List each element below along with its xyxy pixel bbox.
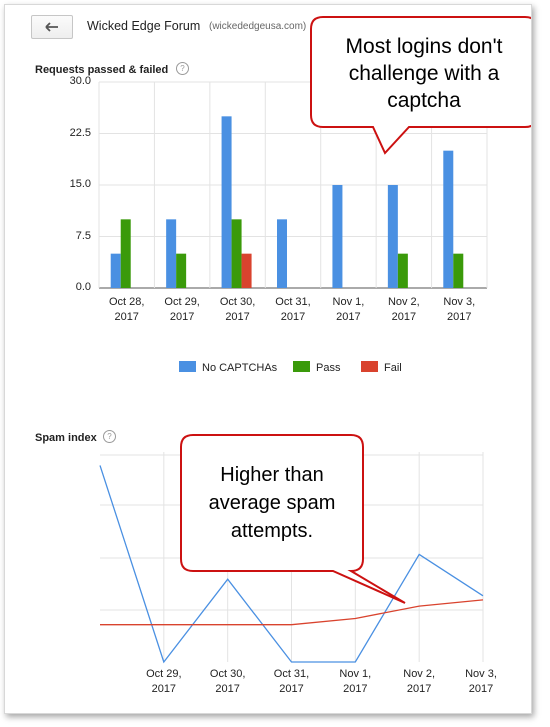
spam-chart-title: Spam index [35, 432, 97, 444]
bar-pass [397, 253, 408, 288]
legend-item-no-captchas: No CAPTCHAs [179, 361, 277, 374]
bar-no-captchas [332, 185, 343, 288]
site-domain: (wickededgeusa.com) [209, 21, 307, 32]
callout-bottom: Higher than average spam attempts. [181, 461, 363, 545]
back-button[interactable] [31, 15, 73, 39]
bar-no-captchas [166, 219, 177, 288]
x-tick-label: Oct 31, 2017 [275, 296, 311, 323]
y-tick-label: 0.0 [75, 281, 91, 293]
x-tick-label: Oct 31, 2017 [273, 668, 310, 695]
help-icon[interactable]: ? [103, 430, 116, 443]
bar-pass [120, 219, 131, 288]
bar-no-captchas [443, 150, 454, 288]
legend-label: Fail [384, 362, 402, 374]
bar-no-captchas [387, 185, 398, 288]
x-tick-label: Oct 28, 2017 [108, 296, 145, 323]
bar-pass [231, 219, 242, 288]
x-tick-label: Nov 2, 2017 [387, 296, 420, 323]
callout-line: captcha [387, 89, 461, 112]
legend-item-fail: Fail [361, 361, 402, 374]
bar-fail [241, 253, 252, 288]
y-tick-label: 30.0 [69, 75, 91, 87]
x-tick-label: Oct 29, 2017 [164, 296, 200, 323]
x-tick-label: Nov 3, 2017 [443, 296, 476, 323]
callout-line: attempts. [230, 520, 314, 542]
bar-pass [176, 253, 187, 288]
y-tick-label: 22.5 [69, 126, 91, 139]
callout-line: average spam [208, 492, 336, 514]
callout-bubble-top [310, 16, 531, 155]
callout-bubble-bottom [180, 434, 406, 604]
legend-swatch [361, 361, 378, 372]
bar-no-captchas [221, 116, 232, 288]
callout-line: challenge with a [348, 62, 500, 85]
callout-line: Higher than [220, 464, 324, 486]
y-tick-label: 15.0 [69, 178, 91, 190]
bar-no-captchas [110, 253, 121, 288]
legend-label: No CAPTCHAs [202, 362, 278, 374]
x-tick-label: Nov 3, 2017 [465, 668, 497, 695]
site-title: Wicked Edge Forum [87, 19, 201, 33]
x-tick-label: Oct 29, 2017 [146, 668, 182, 695]
x-tick-label: Nov 1, 2017 [332, 296, 365, 323]
bar-no-captchas [277, 219, 287, 288]
legend-label: Pass [316, 362, 341, 374]
legend-swatch [293, 361, 310, 372]
x-tick-label: Nov 2, 2017 [403, 668, 436, 695]
x-tick-label: Oct 30, 2017 [209, 668, 246, 695]
callout-line: Most logins don't [345, 35, 503, 58]
spam-index-line [99, 465, 484, 664]
legend-swatch [179, 361, 196, 372]
legend-item-pass: Pass [293, 361, 340, 374]
top-bar: Wicked Edge Forum (wickededgeusa.com) [5, 5, 531, 53]
help-icon[interactable]: ? [176, 62, 189, 75]
callout-top: Most logins don't challenge with a captc… [311, 33, 531, 114]
back-arrow-icon [45, 22, 58, 32]
y-tick-label: 7.5 [75, 229, 91, 242]
bar-pass [453, 253, 464, 288]
x-tick-label: Oct 30, 2017 [219, 296, 256, 323]
analytics-window: Wicked Edge Forum (wickededgeusa.com) Re… [4, 4, 532, 714]
requests-chart-title: Requests passed & failed [35, 64, 169, 76]
spam-average-line [100, 599, 484, 626]
x-tick-label: Nov 1, 2017 [339, 668, 372, 695]
